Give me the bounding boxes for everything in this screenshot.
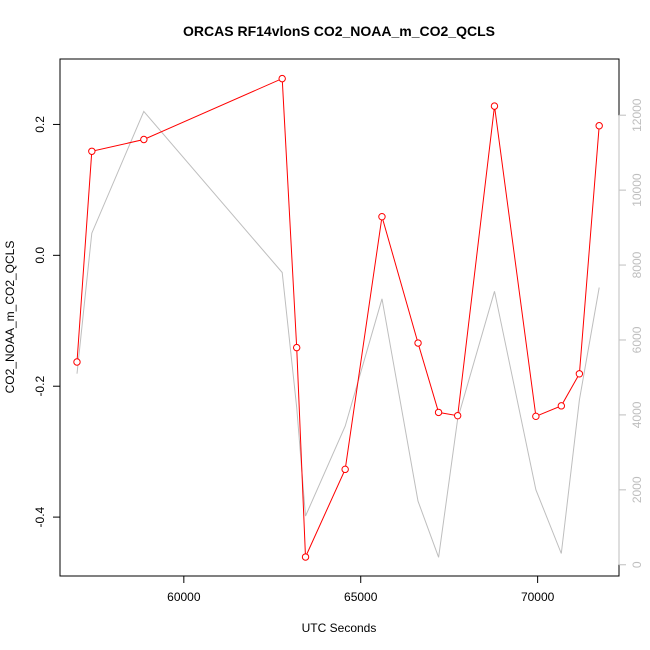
x-tick-label: 65000 [344, 590, 378, 604]
data-point [414, 339, 422, 347]
data-point [88, 147, 96, 155]
data-point [73, 358, 81, 366]
y-tick-label: -0.4 [33, 506, 47, 527]
chart-title: ORCAS RF14vlonS CO2_NOAA_m_CO2_QCLS [183, 23, 495, 39]
data-point [575, 370, 584, 378]
y-axis-right: 0 2000 4000 6000 8000 10000 12000 [618, 98, 644, 568]
data-point [557, 402, 566, 410]
data-point [490, 102, 499, 110]
y2-tick-label: 12000 [630, 98, 644, 132]
y2-tick-label: 4000 [630, 401, 644, 428]
y2-tick-label: 0 [630, 561, 644, 568]
data-point [341, 465, 349, 474]
y-tick-label: -0.2 [33, 376, 47, 397]
y-tick-label: 0.2 [33, 116, 47, 133]
data-point [378, 213, 386, 221]
series-layer [73, 74, 603, 561]
x-tick-label: 70000 [521, 590, 555, 604]
y-tick-label: 0.0 [33, 247, 47, 264]
data-point [453, 411, 462, 420]
x-axis-label: UTC Seconds [302, 621, 377, 635]
data-point [301, 553, 310, 561]
left-axis-series-line [76, 77, 600, 558]
right-axis-series-line [76, 110, 600, 558]
data-point [532, 412, 540, 421]
y-axis-left: -0.4 -0.2 0.0 0.2 [33, 116, 60, 527]
data-point [595, 122, 603, 130]
y-axis-label: CO2_NOAA_m_CO2_QCLS [3, 241, 17, 394]
data-point [140, 135, 148, 144]
x-axis: 60000 65000 70000 [167, 576, 555, 604]
y2-tick-label: 2000 [630, 476, 644, 503]
y2-tick-label: 8000 [630, 251, 644, 278]
y2-tick-label: 10000 [630, 173, 644, 207]
data-point [434, 408, 443, 417]
data-point [292, 343, 301, 352]
x-tick-label: 60000 [167, 590, 201, 604]
data-point [278, 74, 286, 83]
y2-tick-label: 6000 [630, 326, 644, 353]
